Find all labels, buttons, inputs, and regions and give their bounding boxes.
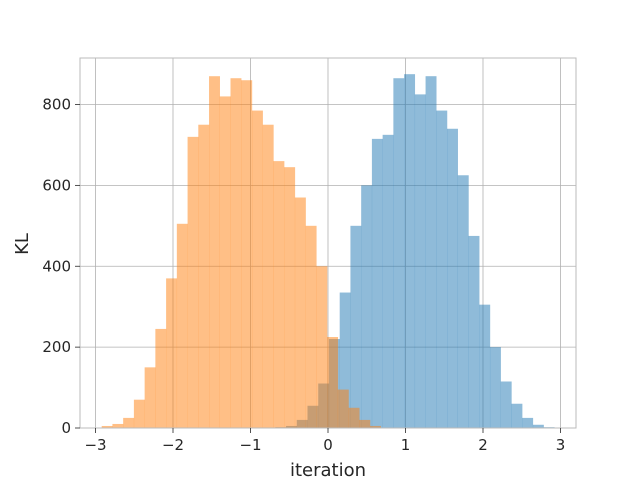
- histogram-bar: [209, 76, 220, 429]
- histogram-bar: [371, 138, 383, 428]
- y-axis-label: KL: [12, 233, 33, 255]
- histogram-bar: [532, 424, 544, 428]
- histogram-bar: [198, 124, 210, 428]
- histogram-bar: [284, 167, 296, 428]
- histogram-bar: [382, 134, 394, 428]
- y-tick-label: 400: [42, 257, 71, 275]
- histogram-bar: [166, 278, 178, 428]
- x-tick-label: 1: [401, 436, 411, 454]
- histogram-bar: [522, 417, 534, 428]
- series-2: [101, 76, 381, 429]
- histogram-bar: [144, 367, 156, 428]
- histogram-bar: [479, 304, 491, 428]
- x-tick-label: 3: [556, 436, 566, 454]
- histogram-bar: [101, 425, 113, 428]
- histogram-bar: [359, 419, 371, 428]
- histogram-bar: [468, 235, 480, 428]
- histogram-bar: [348, 407, 360, 428]
- x-tick-label: −2: [162, 436, 184, 454]
- histogram-bar: [123, 417, 135, 428]
- histogram-bar: [414, 94, 426, 429]
- x-axis-label: iteration: [290, 460, 366, 480]
- x-tick-label: 0: [323, 436, 333, 454]
- histogram-bar: [436, 110, 448, 429]
- histogram-bar: [404, 74, 416, 428]
- histogram-bar: [339, 292, 351, 428]
- histogram-bar: [393, 78, 405, 429]
- x-tick-label: −3: [84, 436, 106, 454]
- histogram-bar: [305, 225, 317, 428]
- histogram-bar: [133, 399, 145, 428]
- x-axis-ticks: −3 −2 −1 0 1 2 3: [84, 428, 565, 454]
- histogram-bar: [361, 185, 373, 428]
- histogram-bars: [101, 74, 555, 429]
- x-tick-label: 2: [478, 436, 488, 454]
- histogram-bar: [500, 381, 512, 428]
- histogram-bar: [350, 225, 362, 428]
- x-tick-label: −1: [239, 436, 261, 454]
- histogram-bar: [273, 161, 285, 429]
- histogram-bar: [327, 337, 339, 428]
- histogram-bar: [294, 197, 306, 428]
- histogram-bar: [489, 347, 501, 428]
- histogram-bar: [251, 110, 263, 429]
- histogram-bar: [219, 96, 231, 429]
- histogram-bar: [447, 128, 458, 429]
- series-1: [275, 74, 555, 429]
- histogram-bar: [176, 223, 188, 428]
- histogram-bar: [241, 80, 253, 428]
- y-axis-ticks: 0 200 400 600 800: [42, 96, 80, 437]
- histogram-bar: [112, 423, 124, 428]
- y-tick-label: 0: [61, 419, 71, 437]
- y-tick-label: 800: [42, 96, 71, 114]
- histogram-bar: [316, 266, 328, 428]
- histogram-bar: [511, 403, 523, 428]
- histogram-bar: [425, 76, 437, 429]
- histogram-bar: [457, 175, 469, 428]
- histogram-bar: [262, 124, 274, 428]
- histogram-bar: [187, 136, 199, 428]
- y-tick-label: 200: [42, 338, 71, 356]
- y-tick-label: 600: [42, 176, 71, 194]
- histogram-bar: [230, 78, 242, 429]
- histogram-bar: [155, 328, 167, 428]
- histogram-bar: [337, 389, 349, 428]
- histogram-bar: [370, 425, 381, 428]
